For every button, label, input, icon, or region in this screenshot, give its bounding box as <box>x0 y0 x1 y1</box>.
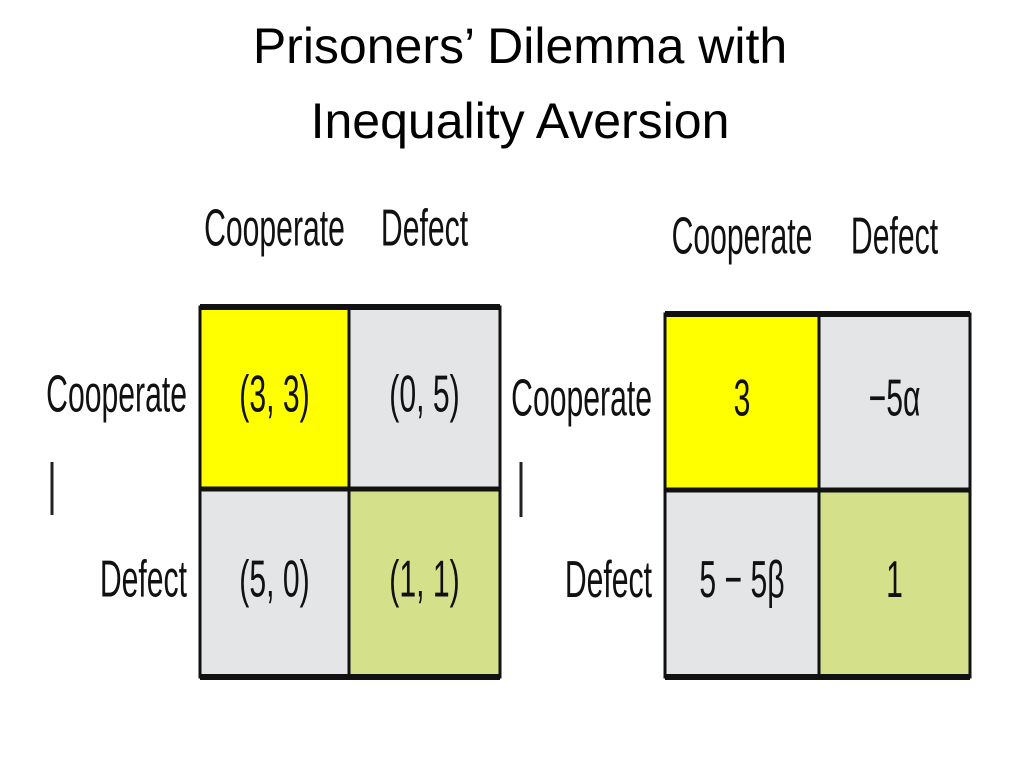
payoff-text: (3, 3) <box>239 366 309 423</box>
row-header-group: Defect <box>100 551 187 608</box>
payoff-cell <box>663 488 821 679</box>
column-header-group: Defect <box>851 208 938 265</box>
payoff-cell <box>817 488 972 679</box>
payoff-text: (1, 1) <box>389 551 459 608</box>
payoff-text-group: 3 <box>734 370 751 427</box>
payoff-text-group: 1 <box>886 552 903 609</box>
payoff-text-group: (1, 1) <box>389 551 459 608</box>
row-header: Defect <box>565 552 652 609</box>
payoff-text-group: 5 − 5β <box>699 552 784 609</box>
payoff-cell <box>198 305 351 491</box>
payoff-text: (0, 5) <box>389 366 459 423</box>
row-header-group: Defect <box>565 552 652 609</box>
payoff-text-group: −5α <box>869 370 921 427</box>
row-header: Defect <box>100 551 187 608</box>
row-header-group: Cooperate <box>511 370 652 427</box>
payoff-cell <box>198 487 351 679</box>
payoff-text: (5, 0) <box>239 551 309 608</box>
column-header: Cooperate <box>672 208 813 265</box>
payoff-text-group: (0, 5) <box>389 366 459 423</box>
payoff-text-group: (5, 0) <box>239 551 309 608</box>
row-header: Cooperate <box>46 366 187 423</box>
row-header: Cooperate <box>511 370 652 427</box>
column-header-group: Cooperate <box>204 200 345 257</box>
payoff-text: −5α <box>869 370 921 427</box>
column-header-group: Defect <box>381 200 468 257</box>
payoff-cell <box>347 487 502 679</box>
title-line: Prisoners’ Dilemma with <box>253 18 787 74</box>
column-header: Defect <box>851 208 938 265</box>
payoff-text: 5 − 5β <box>699 552 784 609</box>
payoff-text: 1 <box>886 552 903 609</box>
payoff-text: 3 <box>734 370 751 427</box>
payoff-text-group: (3, 3) <box>239 366 309 423</box>
title-line: Inequality Aversion <box>311 93 730 149</box>
column-header-group: Cooperate <box>672 208 813 265</box>
column-header: Defect <box>381 200 468 257</box>
row-header-group: Cooperate <box>46 366 187 423</box>
column-header: Cooperate <box>204 200 345 257</box>
